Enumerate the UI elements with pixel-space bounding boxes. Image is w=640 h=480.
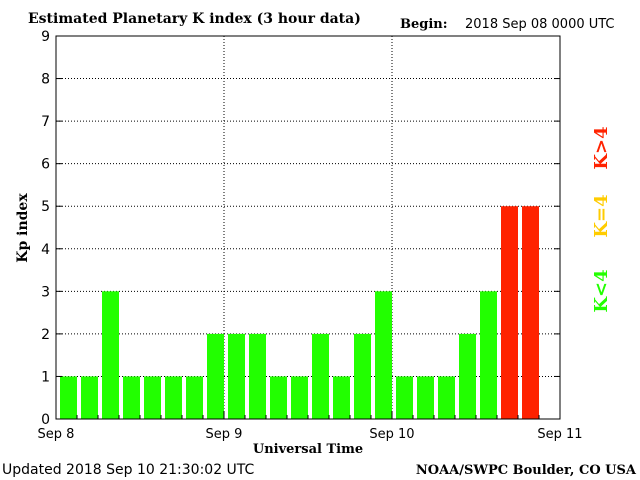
kp-bar <box>228 333 245 419</box>
x-tick-label: Sep 9 <box>206 427 243 442</box>
x-axis-label: Universal Time <box>253 442 363 457</box>
source-credit: NOAA/SWPC Boulder, CO USA <box>416 463 637 478</box>
y-axis-ticks: 0 1 2 3 4 5 6 7 8 9 <box>41 29 560 428</box>
bars-group <box>60 206 539 419</box>
kp-bar <box>312 333 329 419</box>
y-tick-label: 6 <box>41 157 50 173</box>
updated-timestamp: Updated 2018 Sep 10 21:30:02 UTC <box>2 462 255 478</box>
x-tick-label: Sep 11 <box>537 427 582 442</box>
kp-bar <box>480 291 497 419</box>
y-tick-label: 4 <box>41 242 50 258</box>
kp-bar <box>501 206 518 419</box>
legend-k-equal-4: K=4 <box>591 194 612 237</box>
kp-bar <box>102 291 119 419</box>
kp-bar <box>417 376 434 419</box>
chart-title: Estimated Planetary K index (3 hour data… <box>28 11 361 27</box>
kp-bar <box>375 291 392 419</box>
y-tick-label: 3 <box>41 284 50 300</box>
kp-bar <box>144 376 161 419</box>
y-tick-label: 0 <box>41 412 50 428</box>
kp-bar <box>249 333 266 419</box>
legend-k-greater-4: K>4 <box>591 126 612 169</box>
x-axis-ticks: Sep 8 Sep 9 Sep 10 Sep 11 <box>38 411 583 442</box>
kp-bar <box>333 376 350 419</box>
kp-bar <box>291 376 308 419</box>
x-tick-label: Sep 8 <box>38 427 75 442</box>
kp-bar <box>186 376 203 419</box>
x-tick-label: Sep 10 <box>369 427 414 442</box>
kp-bar <box>354 333 371 419</box>
legend-k-less-4: K<4 <box>591 269 612 312</box>
kp-bar <box>396 376 413 419</box>
kp-bar <box>165 376 182 419</box>
y-tick-label: 8 <box>41 72 50 88</box>
kp-bar <box>459 333 476 419</box>
y-tick-label: 5 <box>41 199 50 215</box>
begin-label: Begin: <box>400 17 448 32</box>
kp-bar <box>207 333 224 419</box>
y-tick-label: 9 <box>41 29 50 45</box>
kp-bar <box>270 376 287 419</box>
kp-bar <box>438 376 455 419</box>
y-tick-label: 7 <box>41 114 50 130</box>
kp-bar <box>123 376 140 419</box>
y-axis-label: Kp index <box>15 193 31 263</box>
begin-value: 2018 Sep 08 0000 UTC <box>465 17 615 32</box>
y-tick-label: 1 <box>41 369 50 385</box>
kp-bar <box>60 376 77 419</box>
kp-bar <box>81 376 98 419</box>
kp-bar <box>522 206 539 419</box>
y-tick-label: 2 <box>41 327 50 343</box>
